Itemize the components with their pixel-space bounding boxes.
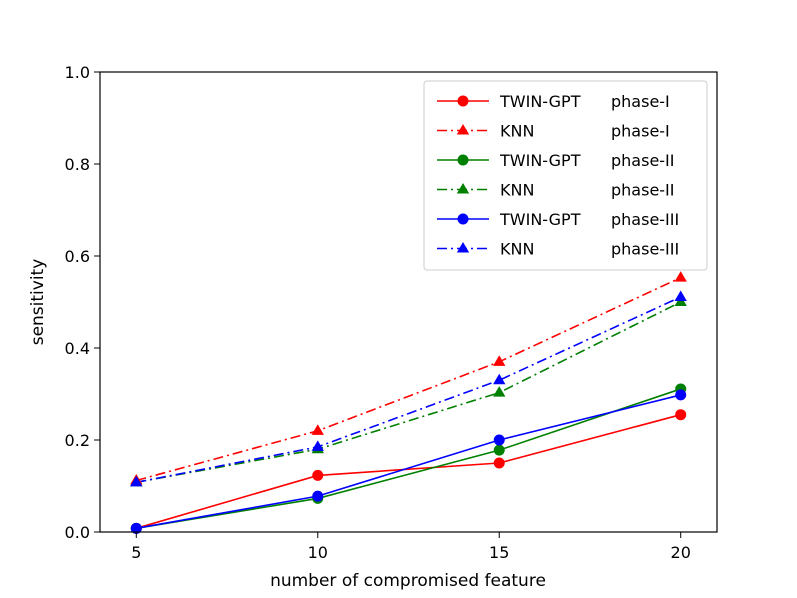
legend-label-name: KNN — [500, 122, 534, 141]
plot-lines — [136, 276, 682, 530]
legend-marker-knn-phase-i — [456, 124, 470, 135]
y-tick-label: 0.2 — [65, 431, 90, 450]
data-point-knn-phase-iii — [674, 290, 687, 301]
legend-entries: TWIN-GPT phase-I KNN phase-I TWIN-GPT phase-I… — [437, 92, 679, 259]
y-tick-label: 0.0 — [65, 523, 90, 542]
data-point-twin-gpt-phase-i — [675, 409, 687, 421]
data-point-knn-phase-i — [311, 424, 324, 435]
series-line-twin-gpt-phase-iii — [136, 394, 681, 530]
y-tick-label: 1.0 — [65, 63, 90, 82]
series-line-twin-gpt-phase-ii — [136, 388, 681, 530]
legend-marker-knn-phase-ii — [456, 183, 470, 194]
data-point-twin-gpt-phase-ii — [493, 444, 505, 456]
data-point-twin-gpt-phase-iii — [130, 522, 142, 534]
y-tick-label: 0.8 — [65, 155, 90, 174]
x-tick-label: 10 — [308, 543, 328, 562]
legend-label-phase: phase-III — [611, 210, 679, 229]
series-line-knn-phase-ii — [136, 301, 682, 484]
data-point-knn-phase-iii — [130, 475, 143, 487]
legend-marker-twin-gpt-phase-ii — [457, 154, 469, 166]
plot-frame — [99, 71, 718, 533]
legend-label-name: KNN — [500, 181, 534, 200]
x-axis-ticks: 5 10 15 20 — [131, 532, 691, 562]
legend-label-phase: phase-I — [611, 92, 670, 111]
legend-label-phase: phase-I — [611, 122, 670, 141]
data-point-twin-gpt-phase-iii — [493, 434, 505, 446]
x-tick-label: 20 — [671, 543, 691, 562]
series-line-knn-phase-iii — [136, 296, 682, 484]
x-axis-label: number of compromised feature — [270, 571, 546, 591]
legend-label-name: KNN — [500, 240, 534, 259]
legend-label-phase: phase-II — [611, 151, 675, 170]
legend-label-phase: phase-III — [611, 240, 679, 259]
data-point-knn-phase-iii — [493, 373, 506, 385]
data-point-knn-phase-ii — [493, 386, 506, 397]
data-point-knn-phase-i — [493, 355, 506, 366]
legend-marker-twin-gpt-phase-i — [457, 95, 469, 107]
y-tick-label: 0.6 — [65, 247, 90, 266]
legend-box — [423, 80, 708, 271]
legend-label-phase: phase-II — [611, 181, 675, 200]
data-point-twin-gpt-phase-i — [312, 469, 324, 481]
plot-markers — [130, 271, 687, 534]
y-axis-ticks: 0.0 0.2 0.4 0.6 0.8 1.0 — [65, 63, 100, 542]
data-point-knn-phase-i — [674, 271, 687, 282]
series-line-knn-phase-i — [136, 276, 682, 482]
legend-marker-knn-phase-iii — [456, 242, 470, 253]
series-line-twin-gpt-phase-i — [136, 413, 681, 530]
data-point-twin-gpt-phase-i — [493, 457, 505, 469]
legend: TWIN-GPT phase-I KNN phase-I TWIN-GPT phase-I… — [423, 80, 708, 271]
x-tick-label: 5 — [131, 543, 141, 562]
x-tick-label: 15 — [489, 543, 509, 562]
y-axis-label: sensitivity — [28, 259, 48, 346]
data-point-knn-phase-iii — [311, 440, 324, 451]
legend-marker-twin-gpt-phase-iii — [457, 213, 469, 225]
legend-label-name: TWIN-GPT — [499, 151, 581, 170]
data-point-twin-gpt-phase-iii — [675, 389, 687, 401]
legend-label-name: TWIN-GPT — [499, 92, 581, 111]
y-tick-label: 0.4 — [65, 339, 90, 358]
legend-label-name: TWIN-GPT — [499, 210, 581, 229]
data-point-twin-gpt-phase-iii — [312, 490, 324, 502]
